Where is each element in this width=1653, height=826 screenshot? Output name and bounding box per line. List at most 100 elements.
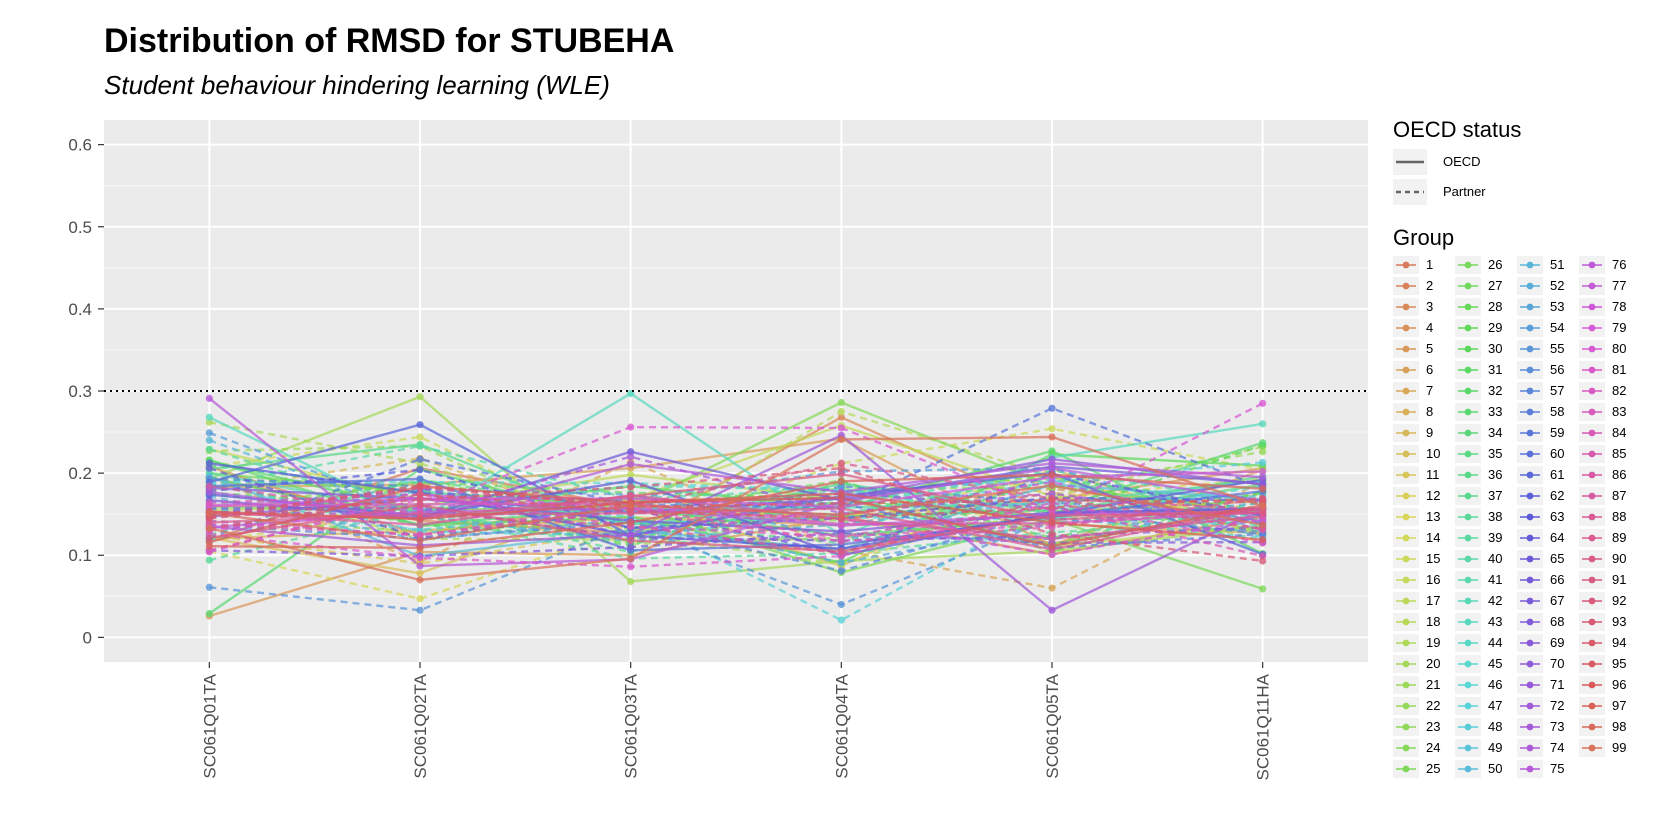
data-point — [205, 488, 213, 496]
legend-label-group-12: 12 — [1426, 488, 1441, 503]
series-line-91 — [209, 503, 1263, 553]
legend-key-point — [1526, 765, 1534, 773]
legend-label-group-5: 5 — [1426, 341, 1434, 356]
data-point — [1048, 404, 1056, 412]
legend-label-group-18: 18 — [1426, 614, 1441, 629]
legend-key-point — [1402, 765, 1410, 773]
legend-label-group-79: 79 — [1612, 320, 1627, 335]
data-point — [205, 413, 213, 421]
legend-label-group-50: 50 — [1488, 761, 1503, 776]
legend-key-point — [1464, 303, 1472, 311]
series-line-61 — [209, 423, 1264, 556]
data-point — [837, 616, 845, 624]
legend-label-group-21: 21 — [1426, 677, 1441, 692]
data-point — [1048, 530, 1056, 538]
data-point — [627, 563, 635, 571]
legend-key-point — [1588, 261, 1596, 269]
y-tick-label: 0.4 — [68, 300, 92, 319]
data-point — [837, 470, 845, 478]
legend-key-point — [1464, 765, 1472, 773]
legend-key-point — [1464, 261, 1472, 269]
legend-label-group-37: 37 — [1488, 488, 1503, 503]
legend-key-point — [1526, 534, 1534, 542]
data-point — [416, 562, 424, 570]
data-point — [416, 515, 424, 523]
chart-title: Distribution of RMSD for STUBEHA — [104, 22, 675, 60]
legend-key-point — [1402, 723, 1410, 731]
legend-label-group-55: 55 — [1550, 341, 1565, 356]
legend-key-point — [1402, 366, 1410, 374]
data-point — [416, 554, 424, 562]
legend-label-group-29: 29 — [1488, 320, 1503, 335]
x-tick-label: SC061Q01TA — [200, 673, 219, 778]
legend-key-point — [1588, 471, 1596, 479]
data-point — [1048, 518, 1056, 526]
legend-key-point — [1588, 576, 1596, 584]
data-point — [205, 436, 213, 444]
legend-key-point — [1588, 429, 1596, 437]
legend-label-group-26: 26 — [1488, 257, 1503, 272]
data-point — [627, 554, 635, 563]
legend-label-group-23: 23 — [1426, 719, 1441, 734]
y-tick-label: 0 — [83, 628, 92, 647]
legend-key-point — [1588, 681, 1596, 689]
legend-key-point — [1464, 387, 1472, 395]
legend-label-group-3: 3 — [1426, 299, 1434, 314]
data-point — [627, 448, 635, 456]
legend-label-group-30: 30 — [1488, 341, 1503, 356]
data-point — [1048, 464, 1056, 472]
legend-label-group-24: 24 — [1426, 740, 1441, 755]
legend-label-group-1: 1 — [1426, 257, 1434, 272]
data-point — [1048, 512, 1056, 520]
data-point — [837, 424, 845, 432]
x-tick-label: SC061Q05TA — [1043, 673, 1062, 778]
data-point — [416, 466, 424, 474]
data-point — [205, 464, 213, 472]
legend-key-point — [1526, 639, 1534, 647]
x-tick-label: SC061Q11HA — [1254, 673, 1273, 780]
legend-key-point — [1526, 345, 1534, 353]
series-line-20 — [208, 395, 1263, 583]
legend-key-point — [1402, 744, 1410, 752]
legend-key-point — [1464, 534, 1472, 542]
data-point — [1259, 399, 1267, 407]
data-point — [837, 504, 845, 513]
legend-key-point — [1464, 576, 1472, 584]
data-point — [627, 483, 635, 491]
legend-key-point — [1526, 660, 1534, 668]
legend-label-group-34: 34 — [1488, 425, 1503, 440]
legend-label-group-7: 7 — [1426, 383, 1434, 398]
legend-key-point — [1526, 597, 1534, 605]
data-point — [416, 536, 424, 545]
legend-label-group-64: 64 — [1550, 530, 1565, 545]
legend-label-group-38: 38 — [1488, 509, 1503, 524]
legend-key-point — [1526, 324, 1534, 332]
data-point — [837, 464, 845, 472]
legend-label-group-57: 57 — [1550, 383, 1565, 398]
legend-label-group-14: 14 — [1426, 530, 1441, 545]
legend-key-point — [1464, 597, 1472, 605]
legend-key-point — [1588, 450, 1596, 458]
series-line-71 — [209, 486, 1263, 538]
legend-key-point — [1588, 660, 1596, 668]
data-point — [627, 471, 635, 479]
legend-key-point — [1588, 345, 1596, 353]
legend-label-group-35: 35 — [1488, 446, 1503, 461]
legend-key-point — [1464, 408, 1472, 416]
data-point — [837, 600, 845, 609]
legend-key-point — [1402, 471, 1410, 479]
legend-label-group-66: 66 — [1550, 572, 1565, 587]
legend-label-group-74: 74 — [1550, 740, 1565, 755]
data-point — [416, 490, 424, 499]
data-point — [837, 567, 845, 575]
data-point — [205, 499, 213, 507]
legend-key-point — [1464, 702, 1472, 710]
legend-label-group-22: 22 — [1426, 698, 1441, 713]
legend-label-group-44: 44 — [1488, 635, 1503, 650]
legend-key-point — [1588, 618, 1596, 626]
data-point — [1259, 521, 1267, 529]
data-point — [837, 511, 845, 519]
legend-label-group-27: 27 — [1488, 278, 1503, 293]
x-tick-label: SC061Q04TA — [832, 673, 851, 778]
legend-label-group-59: 59 — [1550, 425, 1565, 440]
